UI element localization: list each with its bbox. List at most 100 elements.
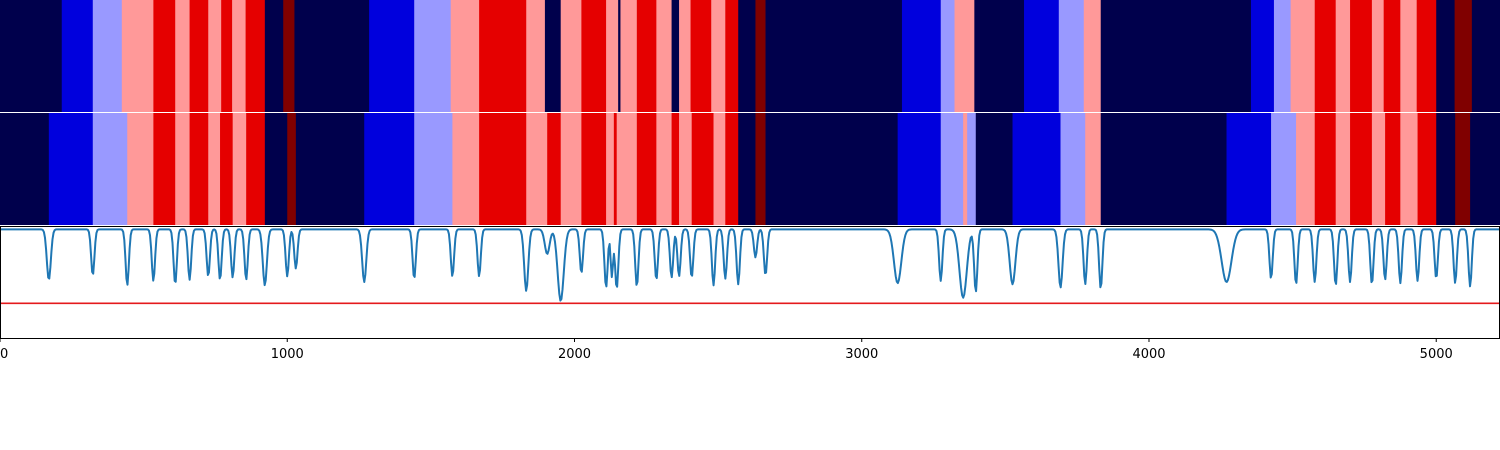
heat-segment: [1371, 0, 1385, 112]
heat-segment: [940, 0, 955, 112]
heat-segment: [765, 0, 903, 112]
heat-segment: [1436, 113, 1456, 225]
heat-segment: [1455, 113, 1471, 225]
heat-segment: [189, 113, 209, 225]
heat-segment: [1454, 0, 1473, 112]
line-panel: [0, 226, 1500, 339]
heat-segment: [121, 0, 154, 112]
heat-segment: [940, 113, 964, 225]
heat-segment: [738, 0, 756, 112]
heat-segment: [725, 113, 739, 225]
heat-segment: [1335, 0, 1351, 112]
heat-segment: [1083, 0, 1102, 112]
heat-segment: [287, 113, 297, 225]
heat-row-1: [0, 0, 1500, 112]
heat-segment: [1296, 113, 1316, 225]
heat-segment: [581, 0, 607, 112]
heat-segment: [897, 113, 942, 225]
heat-segment: [232, 0, 246, 112]
heat-segment: [208, 0, 222, 112]
heat-segment: [369, 0, 415, 112]
signal-line: [0, 228, 1500, 302]
heat-segment: [232, 113, 247, 225]
heat-segment: [711, 0, 726, 112]
heat-segment: [1335, 113, 1351, 225]
heat-segment: [656, 0, 672, 112]
heat-segment: [560, 0, 582, 112]
heat-segment: [679, 113, 693, 225]
heat-segment: [1314, 0, 1337, 112]
heat-segment: [671, 0, 680, 112]
heat-segment: [954, 0, 975, 112]
heat-segment: [1290, 0, 1316, 112]
heat-segment: [48, 113, 94, 225]
heat-segment: [0, 113, 50, 225]
heat-segment: [1350, 113, 1373, 225]
heat-segment: [220, 113, 234, 225]
heat-segment: [755, 113, 766, 225]
heat-segment: [963, 113, 968, 225]
heat-segment: [636, 0, 657, 112]
heat-segment: [283, 0, 295, 112]
heat-segment: [414, 113, 453, 225]
heat-segment: [245, 0, 266, 112]
heat-segment: [1100, 0, 1252, 112]
heat-segment: [1400, 0, 1418, 112]
heat-segment: [295, 113, 365, 225]
heat-segment: [175, 0, 190, 112]
heat-segment: [901, 0, 942, 112]
heat-segment: [1250, 0, 1275, 112]
heat-segment: [691, 113, 714, 225]
heat-segment: [208, 113, 221, 225]
heat-segment: [618, 0, 621, 112]
heat-segment: [613, 113, 618, 225]
heat-segment: [1226, 113, 1272, 225]
heat-segment: [127, 113, 154, 225]
heat-segment: [189, 0, 209, 112]
heat-segment: [975, 113, 1013, 225]
heat-segment: [606, 0, 619, 112]
heat-segment: [690, 0, 712, 112]
heat-segment: [1314, 113, 1337, 225]
heat-segment: [1058, 0, 1085, 112]
x-tick-label: 0: [0, 347, 8, 362]
heat-segment: [620, 0, 638, 112]
heat-segment: [725, 0, 739, 112]
heat-segment: [544, 0, 562, 112]
heat-segment: [1417, 113, 1437, 225]
heat-segment: [61, 0, 94, 112]
heat-segment: [616, 113, 638, 225]
x-tick-label: 2000: [558, 347, 591, 362]
heat-segment: [713, 113, 726, 225]
heat-segment: [1085, 113, 1102, 225]
heat-segment: [755, 0, 766, 112]
heat-segment: [1012, 113, 1061, 225]
heat-segment: [671, 113, 680, 225]
heat-segment: [479, 0, 527, 112]
heat-segment: [221, 0, 233, 112]
heat-segment: [264, 0, 284, 112]
heat-segment: [0, 0, 63, 112]
heat-segment: [153, 0, 176, 112]
heat-segment: [1024, 0, 1060, 112]
heat-row-2: [0, 113, 1500, 225]
heat-segment: [264, 113, 288, 225]
heat-segment: [1436, 0, 1456, 112]
heat-segment: [1416, 0, 1437, 112]
heat-segment: [526, 0, 546, 112]
heat-segment: [1060, 113, 1086, 225]
heat-segment: [547, 113, 562, 225]
heat-segment: [1273, 0, 1291, 112]
heat-segment: [974, 0, 1025, 112]
heat-segment: [452, 113, 480, 225]
heat-segment: [364, 113, 415, 225]
heat-segment: [656, 113, 672, 225]
heat-segment: [1470, 113, 1500, 225]
heat-segment: [1371, 113, 1386, 225]
heat-segment: [92, 0, 123, 112]
x-tick-label: 3000: [845, 347, 878, 362]
heat-segment: [1100, 113, 1227, 225]
x-tick-label: 4000: [1132, 347, 1165, 362]
heat-segment: [246, 113, 266, 225]
